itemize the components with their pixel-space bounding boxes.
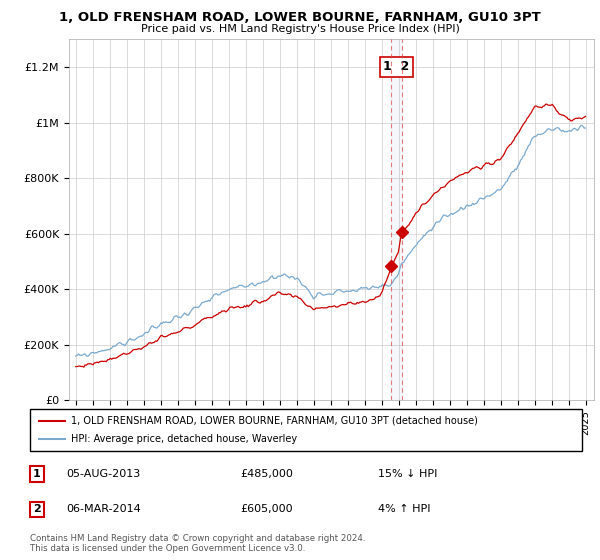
Text: Contains HM Land Registry data © Crown copyright and database right 2024.
This d: Contains HM Land Registry data © Crown c… — [30, 534, 365, 553]
Text: 1  2: 1 2 — [383, 60, 410, 73]
Text: 1, OLD FRENSHAM ROAD, LOWER BOURNE, FARNHAM, GU10 3PT (detached house): 1, OLD FRENSHAM ROAD, LOWER BOURNE, FARN… — [71, 416, 478, 426]
Bar — [391, 39, 401, 400]
Text: £485,000: £485,000 — [240, 469, 293, 479]
Text: 1: 1 — [33, 469, 41, 479]
Text: 06-MAR-2014: 06-MAR-2014 — [66, 505, 141, 514]
Text: 2: 2 — [33, 505, 41, 514]
Text: 05-AUG-2013: 05-AUG-2013 — [66, 469, 140, 479]
Text: 1, OLD FRENSHAM ROAD, LOWER BOURNE, FARNHAM, GU10 3PT: 1, OLD FRENSHAM ROAD, LOWER BOURNE, FARN… — [59, 11, 541, 24]
Text: 15% ↓ HPI: 15% ↓ HPI — [378, 469, 437, 479]
Text: £605,000: £605,000 — [240, 505, 293, 514]
Text: Price paid vs. HM Land Registry's House Price Index (HPI): Price paid vs. HM Land Registry's House … — [140, 24, 460, 34]
Text: 4% ↑ HPI: 4% ↑ HPI — [378, 505, 431, 514]
Text: HPI: Average price, detached house, Waverley: HPI: Average price, detached house, Wave… — [71, 434, 298, 444]
